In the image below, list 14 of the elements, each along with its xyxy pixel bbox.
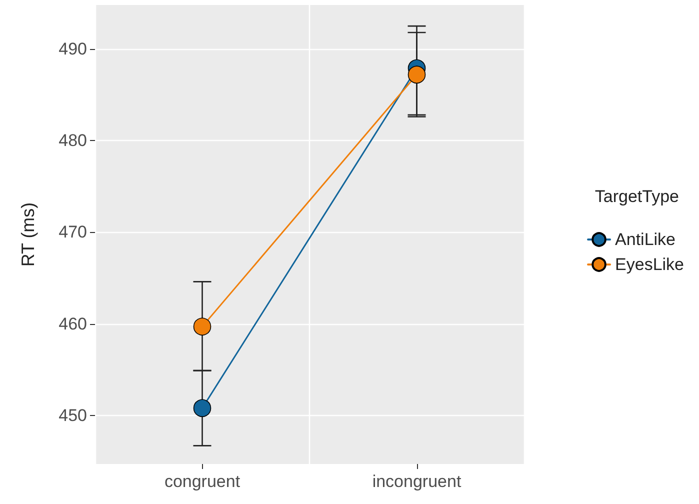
y-tick-label: 460: [58, 314, 87, 334]
y-tick-label: 450: [58, 406, 87, 425]
legend-label: EyesLike: [615, 255, 684, 274]
y-axis-title: RT (ms): [18, 202, 38, 267]
point: [193, 318, 212, 336]
y-tick-label: 490: [58, 39, 87, 58]
legend-title: TargetType: [594, 187, 680, 206]
legend-label: AntiLike: [615, 230, 676, 249]
x-tick-label: incongruent: [372, 472, 462, 491]
y-tick-label: 470: [58, 222, 87, 242]
x-tick-label: congruent: [164, 472, 240, 491]
point: [193, 399, 212, 418]
y-tick-label: 480: [58, 131, 87, 150]
point: [408, 66, 426, 84]
